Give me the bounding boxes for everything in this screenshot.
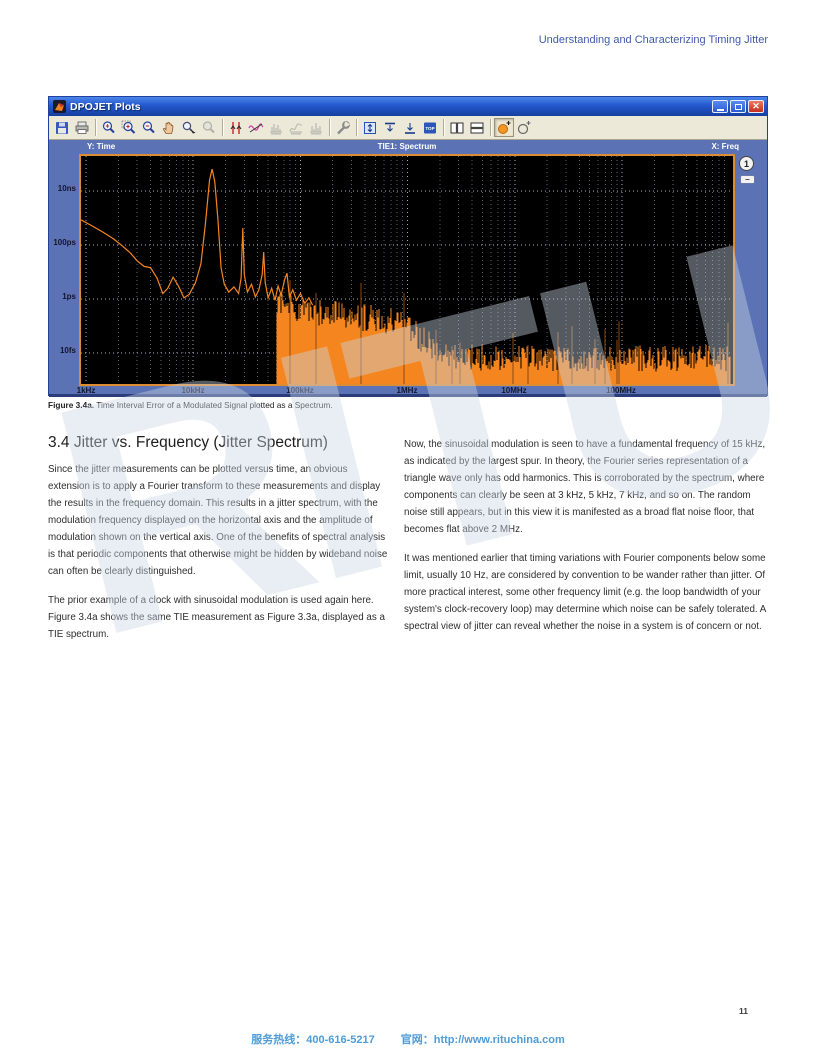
left-column: Since the jitter measurements can be plo… (48, 461, 392, 655)
hotline-label: 服务热线： (251, 1034, 307, 1046)
x-tick-1MHz: 1MHz (396, 386, 418, 395)
align-top-icon (385, 122, 395, 132)
paragraph: Since the jitter measurements can be plo… (48, 464, 388, 577)
app-icon (53, 100, 66, 113)
configure-button[interactable] (333, 118, 353, 137)
page-header: Understanding and Characterizing Timing … (538, 34, 768, 46)
minimize-icon (716, 108, 724, 111)
reset-spectrum-icon (289, 122, 303, 135)
plot-title: TIE1: Spectrum (377, 142, 437, 151)
paragraph: The prior example of a clock with sinuso… (48, 595, 385, 640)
fit-vertical-button[interactable] (360, 118, 380, 137)
y-tick-10ns: 10ns (57, 184, 76, 193)
plot-toolbar: TOP (49, 116, 767, 140)
zoom-dynamic-icon (202, 120, 215, 133)
waveform-overlay-icon (248, 122, 264, 132)
split-horizontal-button[interactable] (467, 118, 487, 137)
toolbar-separator (222, 119, 223, 136)
paragraph: Now, the sinusoidal modulation is seen t… (404, 439, 766, 535)
split-vertical-icon (450, 122, 464, 133)
y-tick-100ps: 100ps (53, 238, 76, 247)
zoom-cursor-icon (182, 121, 196, 133)
top-view-button[interactable]: TOP (420, 118, 440, 137)
figure-caption: Figure 3.4a. Time Interval Error of a Mo… (48, 400, 608, 410)
section-heading: 3.4 Jitter vs. Frequency (Jitter Spectru… (48, 434, 328, 451)
reset-all-icon (310, 122, 322, 135)
add-plot-button[interactable] (494, 118, 514, 137)
zoom-region-icon (121, 120, 136, 134)
cycle-plots-button[interactable] (514, 118, 534, 137)
y-tick-10fs: 10fs (59, 346, 76, 355)
align-top-button[interactable] (380, 118, 400, 137)
align-bottom-button[interactable] (400, 118, 420, 137)
x-tick-1kHz: 1kHz (76, 386, 96, 395)
x-tick-10MHz: 10MHz (501, 386, 527, 395)
page-footer: 服务热线：400-616-5217 官网：http://www.rituchina… (0, 1031, 816, 1047)
figure-caption-text: Time Interval Error of a Modulated Signa… (94, 400, 333, 410)
pan-hand-icon (163, 121, 174, 134)
dpojet-window: DPOJET Plots ✕ TOP (48, 96, 768, 397)
toolbar-separator (443, 119, 444, 136)
zoom-dynamic-button[interactable] (199, 118, 219, 137)
plot-client-area: Y: Time TIE1: Spectrum X: Freq 10ns 100p… (49, 140, 767, 397)
zoom-out-icon (142, 120, 155, 133)
reset-all-button[interactable] (306, 118, 326, 137)
zoom-in-icon (102, 120, 115, 133)
top-view-icon: TOP (424, 122, 436, 133)
website-url[interactable]: http://www.rituchina.com (433, 1034, 565, 1046)
reset-histogram-icon (270, 123, 282, 135)
vertical-cursors-icon (230, 121, 242, 134)
align-bottom-icon (405, 122, 415, 134)
split-horizontal-icon (470, 122, 484, 134)
maximize-button[interactable] (730, 100, 746, 113)
add-plot-icon (498, 120, 511, 134)
svg-text:TOP: TOP (425, 126, 434, 131)
x-tick-10kHz: 10kHz (181, 386, 205, 395)
zoom-out-button[interactable] (139, 118, 159, 137)
print-icon (75, 121, 89, 134)
y-tick-1ps: 1ps (62, 292, 76, 301)
save-icon (56, 121, 68, 134)
maximize-icon (734, 103, 742, 110)
toolbar-separator (490, 119, 491, 136)
website-label: 官网： (400, 1034, 434, 1046)
pan-button[interactable] (159, 118, 179, 137)
x-tick-100kHz: 100kHz (286, 386, 314, 395)
hotline-number: 400-616-5217 (306, 1034, 375, 1046)
window-title: DPOJET Plots (70, 100, 141, 113)
reset-spectrum-button[interactable] (286, 118, 306, 137)
paragraph: It was mentioned earlier that timing var… (404, 553, 766, 632)
toolbar-separator (329, 119, 330, 136)
x-tick-100MHz: 100MHz (606, 386, 636, 395)
minimize-button[interactable] (712, 100, 728, 113)
vertical-cursors-button[interactable] (226, 118, 246, 137)
reset-histogram-button[interactable] (266, 118, 286, 137)
zoom-region-button[interactable] (119, 118, 139, 137)
zoom-in-button[interactable] (99, 118, 119, 137)
plot-y-axis-label: Y: Time (87, 142, 116, 151)
close-button[interactable]: ✕ (748, 100, 764, 113)
page-number: 11 (739, 1006, 748, 1016)
toolbar-separator (95, 119, 96, 136)
window-titlebar[interactable]: DPOJET Plots ✕ (49, 97, 767, 116)
save-button[interactable] (52, 118, 72, 137)
split-vertical-button[interactable] (447, 118, 467, 137)
right-column: Now, the sinusoidal modulation is seen t… (404, 436, 770, 647)
spectrum-canvas[interactable] (80, 156, 733, 384)
spectrum-plot[interactable] (79, 154, 735, 386)
plot-collapse-button[interactable]: – (740, 175, 755, 184)
zoom-cursor-button[interactable] (179, 118, 199, 137)
configure-wrench-icon (337, 120, 350, 134)
toolbar-separator (356, 119, 357, 136)
close-icon: ✕ (752, 101, 760, 111)
fit-vertical-icon (364, 121, 376, 134)
print-button[interactable] (72, 118, 92, 137)
plot-x-axis-label: X: Freq (711, 142, 739, 151)
cycle-plots-icon (517, 120, 531, 134)
plot-number-badge[interactable]: 1 (739, 156, 754, 171)
figure-caption-label: Figure 3.4a. (48, 400, 95, 410)
waveform-overlay-button[interactable] (246, 118, 266, 137)
